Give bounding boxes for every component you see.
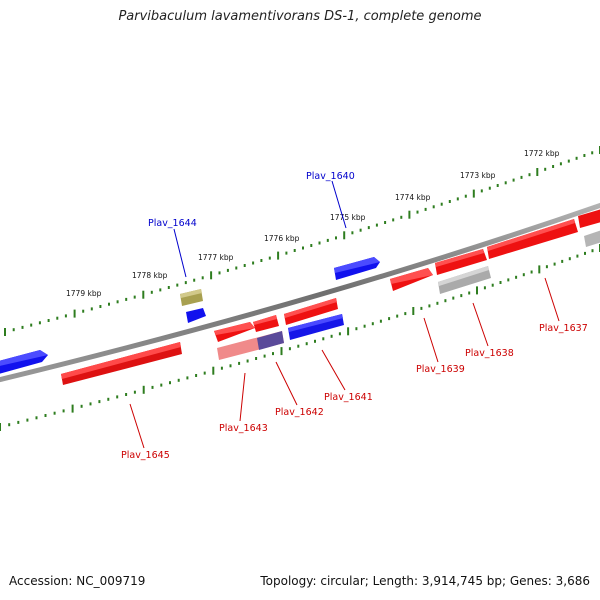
gene-plav-1642-b[interactable] [253,315,279,332]
gene-plav-1644[interactable] [180,289,203,306]
gene-plav-1643[interactable] [217,331,284,360]
gene-label-plav-1642[interactable]: Plav_1642 [275,407,324,418]
gene-plav-1640[interactable] [334,257,380,280]
gene-right-edge-gray[interactable] [584,229,600,247]
gene-label-plav-1639[interactable]: Plav_1639 [416,364,465,375]
kbp-label-1775: 1775 kbp [330,213,366,222]
gene-left-edge-blue[interactable] [0,350,48,375]
ruler-lower [0,244,600,431]
gene-label-plav-1641[interactable]: Plav_1641 [324,392,373,403]
gene-plav-1639[interactable] [390,268,433,291]
gene-plav-1638-top[interactable] [435,249,487,275]
leader-line-1639 [423,317,439,363]
leader-line-1643 [239,372,246,422]
kbp-label-1777: 1777 kbp [198,253,234,262]
gene-label-plav-1643[interactable]: Plav_1643 [219,423,268,434]
gene-features [0,208,600,385]
kbp-label-1773: 1773 kbp [460,171,496,180]
gene-label-plav-1640[interactable]: Plav_1640 [306,171,355,182]
gene-label-plav-1645[interactable]: Plav_1645 [121,450,170,461]
kbp-label-1774: 1774 kbp [395,193,431,202]
leader-line-1642 [275,361,298,406]
accession-text: Accession: NC_009719 [9,574,146,588]
gene-plav-1642-a[interactable] [214,322,255,342]
gene-plav-1641[interactable] [288,314,344,340]
gene-plav-1638[interactable] [438,266,491,294]
kbp-labels: 1772 kbp 1773 kbp 1774 kbp 1775 kbp 1776… [66,149,560,298]
leader-line-1644 [173,228,187,278]
genome-backbone [0,202,600,383]
leader-line-1638 [472,302,489,347]
kbp-label-1779: 1779 kbp [66,289,102,298]
leader-line-1641 [321,349,346,391]
gene-label-plav-1644[interactable]: Plav_1644 [148,218,197,229]
topology-text: Topology: circular; Length: 3,914,745 bp… [260,574,590,588]
kbp-label-1776: 1776 kbp [264,234,300,243]
kbp-label-1778: 1778 kbp [132,271,168,280]
ruler-upper [4,146,600,336]
gene-plav-1644-small[interactable] [186,308,206,323]
gene-right-edge-red[interactable] [578,208,600,228]
gene-plav-1641-top[interactable] [284,298,338,325]
leader-line-1645 [129,403,145,449]
gene-plav-1645[interactable] [61,342,182,385]
leader-line-1640 [331,180,347,229]
genome-title: Parvibaculum lavamentivorans DS-1, compl… [118,9,482,24]
gene-plav-1637[interactable] [487,219,578,259]
leader-line-1637 [544,277,560,322]
gene-labels: Plav_1637 Plav_1638 Plav_1639 Plav_1640 … [121,171,588,461]
gene-label-plav-1638[interactable]: Plav_1638 [465,348,514,359]
kbp-label-1772: 1772 kbp [524,149,560,158]
gene-label-plav-1637[interactable]: Plav_1637 [539,323,588,334]
leader-lines [129,180,560,449]
